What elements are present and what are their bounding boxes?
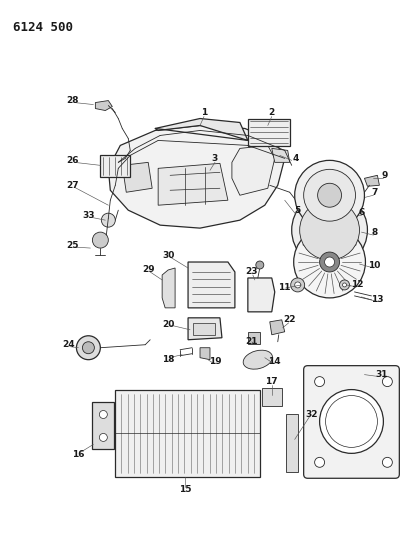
Polygon shape bbox=[248, 332, 260, 344]
Polygon shape bbox=[162, 268, 175, 308]
Text: 12: 12 bbox=[351, 280, 364, 289]
Text: 31: 31 bbox=[375, 370, 388, 379]
Circle shape bbox=[382, 377, 392, 386]
Circle shape bbox=[295, 160, 364, 230]
Text: 7: 7 bbox=[371, 188, 378, 197]
Text: 28: 28 bbox=[66, 96, 79, 105]
Circle shape bbox=[343, 283, 346, 287]
Bar bbox=[248, 118, 290, 147]
Circle shape bbox=[315, 457, 325, 467]
Polygon shape bbox=[272, 148, 290, 163]
Circle shape bbox=[256, 261, 264, 269]
Text: 20: 20 bbox=[162, 320, 174, 329]
Circle shape bbox=[319, 390, 384, 454]
Polygon shape bbox=[232, 146, 275, 195]
Text: 6124 500: 6124 500 bbox=[13, 21, 73, 34]
Text: 19: 19 bbox=[208, 357, 221, 366]
Circle shape bbox=[294, 226, 366, 298]
Circle shape bbox=[100, 410, 107, 418]
Circle shape bbox=[82, 342, 94, 354]
Circle shape bbox=[292, 192, 368, 268]
Text: 4: 4 bbox=[293, 154, 299, 163]
Text: 26: 26 bbox=[66, 156, 79, 165]
Polygon shape bbox=[348, 210, 357, 220]
Circle shape bbox=[101, 213, 115, 227]
Text: 15: 15 bbox=[179, 484, 191, 494]
Polygon shape bbox=[122, 163, 152, 192]
Text: 33: 33 bbox=[82, 211, 95, 220]
Polygon shape bbox=[155, 118, 248, 140]
Bar bbox=[193, 323, 215, 335]
Bar bbox=[286, 415, 298, 472]
Polygon shape bbox=[109, 125, 285, 228]
Circle shape bbox=[382, 457, 392, 467]
Text: 23: 23 bbox=[246, 268, 258, 277]
Text: 9: 9 bbox=[381, 171, 388, 180]
Text: 6: 6 bbox=[358, 208, 365, 217]
Text: 22: 22 bbox=[284, 316, 296, 324]
Polygon shape bbox=[158, 163, 228, 205]
Text: 29: 29 bbox=[142, 265, 155, 274]
Bar bbox=[92, 401, 114, 449]
Polygon shape bbox=[188, 262, 235, 308]
Circle shape bbox=[325, 257, 335, 267]
FancyBboxPatch shape bbox=[304, 366, 399, 478]
Circle shape bbox=[339, 280, 350, 290]
Circle shape bbox=[291, 278, 305, 292]
Circle shape bbox=[299, 200, 359, 260]
Circle shape bbox=[76, 336, 100, 360]
Text: 16: 16 bbox=[72, 450, 85, 459]
Circle shape bbox=[92, 232, 109, 248]
Text: 2: 2 bbox=[268, 108, 275, 117]
Text: 1: 1 bbox=[201, 108, 207, 117]
Text: 21: 21 bbox=[246, 337, 258, 346]
Text: 13: 13 bbox=[371, 295, 384, 304]
Text: 11: 11 bbox=[279, 284, 291, 293]
Text: 25: 25 bbox=[66, 240, 79, 249]
Text: 32: 32 bbox=[305, 410, 318, 419]
Polygon shape bbox=[248, 278, 275, 312]
Circle shape bbox=[315, 377, 325, 386]
Text: 18: 18 bbox=[162, 355, 174, 364]
Bar bbox=[115, 390, 260, 477]
Circle shape bbox=[304, 169, 355, 221]
Text: 24: 24 bbox=[62, 340, 75, 349]
Circle shape bbox=[295, 282, 301, 288]
Polygon shape bbox=[364, 175, 379, 186]
Text: 10: 10 bbox=[368, 261, 381, 270]
Text: 5: 5 bbox=[295, 206, 301, 215]
Text: 3: 3 bbox=[212, 154, 218, 163]
Bar bbox=[100, 156, 130, 177]
Polygon shape bbox=[200, 348, 210, 360]
Text: 27: 27 bbox=[66, 181, 79, 190]
Circle shape bbox=[100, 433, 107, 441]
Polygon shape bbox=[270, 320, 285, 335]
Text: 14: 14 bbox=[268, 357, 281, 366]
Ellipse shape bbox=[243, 350, 273, 369]
Circle shape bbox=[319, 252, 339, 272]
Bar bbox=[262, 387, 282, 406]
Text: 8: 8 bbox=[371, 228, 377, 237]
Text: 17: 17 bbox=[266, 377, 278, 386]
Polygon shape bbox=[188, 318, 222, 340]
Polygon shape bbox=[95, 101, 112, 110]
Circle shape bbox=[317, 183, 341, 207]
Text: 30: 30 bbox=[162, 251, 174, 260]
